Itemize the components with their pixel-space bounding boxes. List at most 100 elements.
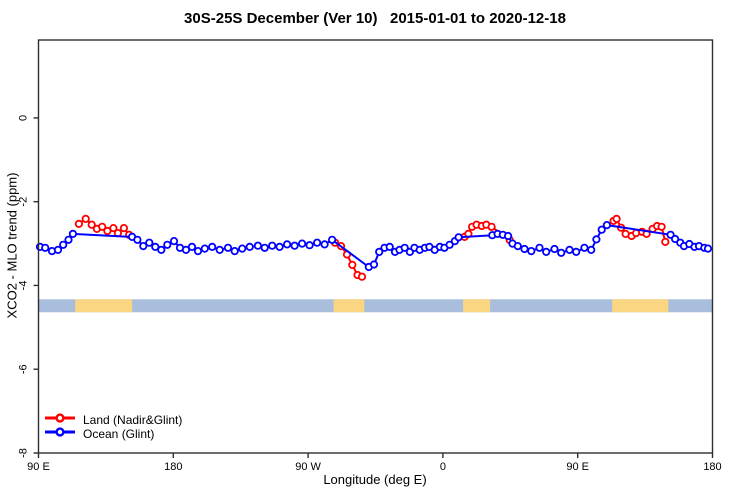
ocean-data-point <box>145 238 154 247</box>
ocean-data-point <box>597 225 606 234</box>
ocean-data-point <box>139 242 148 251</box>
ocean-data-point <box>503 231 513 241</box>
ocean-data-point <box>445 240 454 249</box>
band-land-segment <box>75 299 133 313</box>
ocean-data-point <box>592 235 601 244</box>
plot-frame <box>37 39 714 454</box>
ocean-data-point <box>527 247 536 256</box>
legend: Land (Nadir&Glint) Ocean (Glint) <box>44 413 182 441</box>
x-tick-label: 180 <box>164 461 182 473</box>
band-land-segment <box>612 299 669 313</box>
y-axis: 0 -2 -4 -6 -8 <box>18 115 39 458</box>
land-data-point <box>357 272 367 281</box>
land-data-point <box>74 219 84 228</box>
ocean-data-point <box>369 260 379 269</box>
ocean-data-point <box>230 247 239 256</box>
ocean-data-point <box>59 240 68 249</box>
legend-item-ocean: Ocean (Glint) <box>44 427 182 441</box>
ocean-data-point <box>703 244 713 253</box>
ocean-data-point <box>290 241 299 250</box>
ocean-data-point <box>200 244 209 253</box>
x-tick-label: 0 <box>440 461 446 473</box>
ocean-data-point <box>151 242 160 251</box>
x-tick-label: 90 E <box>27 461 50 473</box>
x-tick-label: 180 <box>703 461 721 473</box>
y-tick-label: -8 <box>18 448 30 458</box>
ocean-data-point <box>550 244 559 254</box>
x-axis-label: Longitude (deg E) <box>323 472 427 487</box>
ocean-data-point <box>245 242 254 251</box>
y-tick-label: 0 <box>18 115 30 121</box>
ocean-data-point <box>223 243 233 252</box>
ocean-data-point <box>53 245 63 254</box>
ocean-data-point <box>215 245 224 254</box>
ocean-series-marker-icon <box>44 425 76 443</box>
ocean-data-point <box>187 242 197 251</box>
land-data-point <box>657 222 666 231</box>
ocean-data-point <box>133 235 142 244</box>
land-data-point <box>98 222 107 231</box>
ocean-data-point <box>375 247 384 256</box>
ocean-data-point <box>238 244 247 253</box>
ocean-data-point <box>275 242 284 251</box>
ocean-data-point <box>297 239 307 248</box>
legend-label-land: Land (Nadir&Glint) <box>83 413 183 427</box>
ocean-data-point <box>208 242 217 251</box>
ocean-data-point <box>520 244 529 254</box>
y-tick-label: -2 <box>18 197 30 207</box>
land-data-point <box>119 224 129 233</box>
land-data-point <box>661 237 670 246</box>
legend-item-land: Land (Nadir&Glint) <box>44 413 182 427</box>
plot-title: 30S-25S December (Ver 10) 2015-01-01 to … <box>184 10 566 27</box>
series-ocean <box>35 221 713 272</box>
ocean-data-point <box>580 243 589 252</box>
surface-type-band <box>38 299 713 313</box>
land-data-point <box>348 260 357 269</box>
ocean-data-point <box>320 240 329 249</box>
y-tick-label: -6 <box>18 364 30 374</box>
ocean-data-point <box>41 243 50 252</box>
ocean-data-point <box>312 238 322 247</box>
ocean-data-point <box>253 241 262 250</box>
x-tick-label: 90 E <box>566 461 589 473</box>
ocean-data-point <box>181 245 191 254</box>
ocean-data-point <box>454 233 463 242</box>
ocean-data-point <box>193 247 203 256</box>
ocean-data-point <box>557 248 566 257</box>
ocean-data-point <box>565 245 574 254</box>
ocean-data-point <box>268 241 277 250</box>
ocean-data-point <box>513 242 522 251</box>
ocean-data-point <box>670 234 680 244</box>
ocean-data-point <box>572 247 581 256</box>
ocean-data-point <box>602 221 612 230</box>
land-data-point <box>109 224 118 233</box>
band-ocean-segment <box>38 299 713 313</box>
band-land-segment <box>463 299 491 313</box>
ocean-data-point <box>169 237 179 246</box>
band-land-segment <box>333 299 365 313</box>
ocean-data-point <box>535 243 544 252</box>
ocean-data-point <box>68 229 78 238</box>
land-series-marker-icon <box>44 411 76 429</box>
ocean-data-point <box>385 242 394 251</box>
ocean-data-point <box>305 241 314 250</box>
ocean-data-point <box>163 240 172 249</box>
ocean-data-point <box>260 243 269 252</box>
ocean-data-point <box>400 243 409 252</box>
land-data-point <box>81 214 90 223</box>
land-data-point <box>87 220 96 229</box>
land-data-point <box>612 214 621 223</box>
ocean-data-point <box>542 247 551 256</box>
ocean-data-point <box>327 235 337 244</box>
y-tick-label: -4 <box>18 281 30 291</box>
x-tick-label: 90 W <box>295 461 321 473</box>
ocean-data-point <box>282 240 292 249</box>
x-axis: 90 E 180 90 W 0 90 E 180 <box>27 453 722 473</box>
land-data-point <box>487 222 496 231</box>
ocean-data-point <box>64 235 73 244</box>
ocean-data-point <box>587 245 596 254</box>
ocean-data-point <box>157 245 166 254</box>
legend-label-ocean: Ocean (Glint) <box>83 427 155 441</box>
